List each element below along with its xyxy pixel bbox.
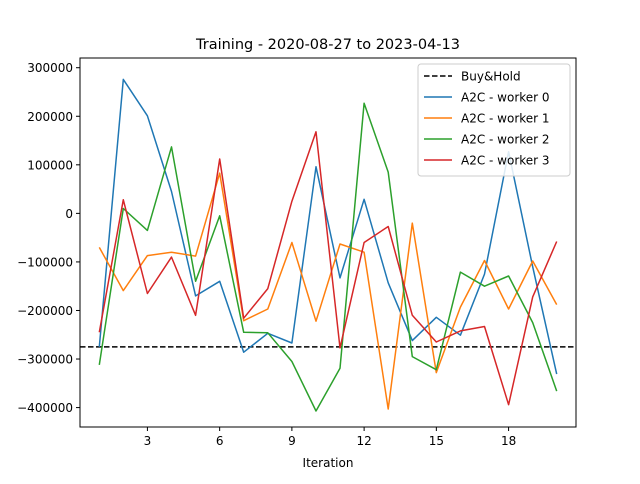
legend-label: A2C - worker 0: [461, 91, 550, 105]
legend-label: Buy&Hold: [461, 70, 521, 84]
series-line-worker-1: [98, 172, 558, 410]
x-axis-label: Iteration: [303, 456, 354, 470]
plot-area: [80, 78, 576, 412]
y-tick-label: −300000: [17, 353, 73, 367]
y-tick-label: −200000: [17, 304, 73, 318]
legend-box: [417, 63, 571, 177]
legend: Buy&Hold A2C - worker 0 A2C - worker 1 A2C …: [417, 63, 571, 177]
y-axis: −400000 −300000 −200000 −100000 0 100000 20000…: [17, 61, 80, 415]
series-line-worker-3: [98, 131, 558, 406]
chart-title: Training - 2020-08-27 to 2023-04-13: [195, 37, 460, 53]
y-tick-label: 300000: [27, 61, 73, 75]
legend-label: A2C - worker 3: [461, 154, 550, 168]
y-tick-label: 0: [65, 207, 73, 221]
series-line-worker-2: [98, 102, 558, 412]
x-tick-label: 12: [356, 434, 371, 448]
y-tick-label: −100000: [17, 255, 73, 269]
x-tick-label: 3: [144, 434, 152, 448]
y-tick-label: 100000: [27, 158, 73, 172]
legend-label: A2C - worker 2: [461, 133, 550, 147]
x-tick-label: 18: [501, 434, 516, 448]
x-tick-label: 15: [429, 434, 444, 448]
axes-frame: [79, 57, 577, 428]
x-tick-label: 6: [216, 434, 224, 448]
x-axis: 3 6 9 12 15 18: [144, 427, 516, 448]
y-tick-label: 200000: [27, 110, 73, 124]
legend-label: A2C - worker 1: [461, 112, 550, 126]
x-tick-label: 9: [288, 434, 296, 448]
y-tick-label: −400000: [17, 401, 73, 415]
